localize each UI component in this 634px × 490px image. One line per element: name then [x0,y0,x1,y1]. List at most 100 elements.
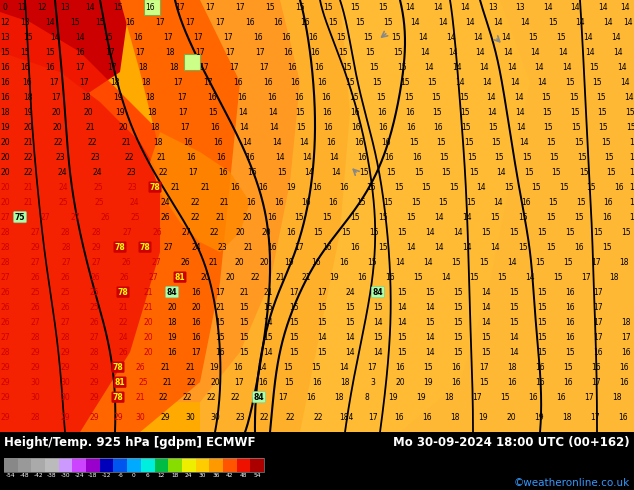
Text: 27: 27 [91,258,101,267]
Text: 18: 18 [141,77,151,87]
Bar [59,458,72,472]
Text: 17: 17 [185,18,195,26]
Text: 19: 19 [115,107,125,117]
Text: 84: 84 [254,392,264,402]
Text: 17: 17 [205,2,215,11]
Text: 27: 27 [148,272,158,282]
Text: 15: 15 [365,48,375,56]
Text: 16: 16 [125,18,135,26]
Text: 16: 16 [565,303,575,312]
Text: 16: 16 [0,93,10,101]
Text: 21: 21 [216,213,224,221]
Text: 15: 15 [563,363,573,371]
Text: 15: 15 [522,152,532,162]
Text: 14: 14 [345,333,355,342]
Text: 14: 14 [543,2,553,11]
Text: 14: 14 [425,303,435,312]
Text: 16: 16 [0,77,10,87]
Text: 17: 17 [105,48,115,56]
Text: 15: 15 [355,18,365,26]
Text: 16: 16 [323,122,333,131]
Text: 11: 11 [17,2,27,11]
Text: 16: 16 [507,378,517,387]
Text: 15: 15 [263,303,273,312]
Text: 22: 22 [250,272,260,282]
Text: 15: 15 [491,138,501,147]
Text: 17: 17 [191,347,201,357]
Text: 15: 15 [579,168,589,176]
Text: 21: 21 [135,392,145,402]
Text: 15: 15 [488,122,498,131]
Text: 16: 16 [20,63,30,72]
Text: 16: 16 [267,93,277,101]
Text: 16: 16 [290,77,300,87]
Text: 17: 17 [215,18,225,26]
Text: 14: 14 [481,303,491,312]
Text: 17: 17 [621,333,631,342]
Text: 19: 19 [478,413,488,422]
Text: 15: 15 [586,183,596,192]
Text: 29: 29 [30,347,40,357]
Text: 21: 21 [85,122,94,131]
Text: 15: 15 [383,197,393,207]
Text: 18: 18 [23,93,33,101]
Text: 78: 78 [113,392,124,402]
Text: 14: 14 [331,168,341,176]
Text: 14: 14 [272,138,281,147]
Text: 20: 20 [52,122,61,131]
Bar [209,458,223,472]
Text: 16: 16 [357,152,367,162]
Polygon shape [200,0,634,432]
Text: 15: 15 [548,18,558,26]
Text: 17: 17 [367,363,377,371]
Text: 21: 21 [216,303,224,312]
Text: 20: 20 [143,318,153,327]
Text: 24: 24 [57,168,67,176]
Bar [72,458,86,472]
Text: 17: 17 [317,288,327,296]
Text: 16: 16 [306,392,316,402]
Text: 20: 20 [167,303,177,312]
Text: 15: 15 [621,227,631,237]
Text: 15: 15 [409,138,419,147]
Text: 16: 16 [322,243,332,251]
Text: 15: 15 [359,168,369,176]
Text: 21: 21 [171,183,180,192]
Text: 15: 15 [546,243,556,251]
Text: 24: 24 [160,197,170,207]
Text: 21: 21 [119,303,127,312]
Text: 15: 15 [574,213,584,221]
Text: 18: 18 [171,473,179,478]
Text: 13: 13 [488,2,498,11]
Text: 8: 8 [365,392,370,402]
Text: 15: 15 [479,378,489,387]
Text: 14: 14 [617,63,627,72]
Text: 15: 15 [469,272,479,282]
Text: 14: 14 [620,2,630,11]
Text: 21: 21 [275,272,285,282]
Text: 15: 15 [345,303,355,312]
Text: 15: 15 [509,303,519,312]
Text: 14: 14 [418,32,428,42]
Text: 14: 14 [373,347,383,357]
Text: 22: 22 [259,413,269,422]
Text: 30: 30 [185,413,195,422]
Text: 15: 15 [363,32,373,42]
Text: 20: 20 [0,168,10,176]
Text: 22: 22 [285,413,295,422]
Text: 19: 19 [286,183,296,192]
Text: 16: 16 [312,183,322,192]
Text: 15: 15 [313,227,323,237]
Text: 15: 15 [70,18,80,26]
Text: 18: 18 [153,138,163,147]
Text: 15: 15 [504,183,514,192]
Text: 18: 18 [147,107,157,117]
Text: 16: 16 [75,48,85,56]
Text: 15: 15 [341,227,351,237]
Text: 24: 24 [58,183,68,192]
Text: 16: 16 [326,138,336,147]
Text: 15: 15 [103,32,113,42]
Text: 15: 15 [376,93,386,101]
Text: 20: 20 [261,227,271,237]
Text: -12: -12 [102,473,112,478]
